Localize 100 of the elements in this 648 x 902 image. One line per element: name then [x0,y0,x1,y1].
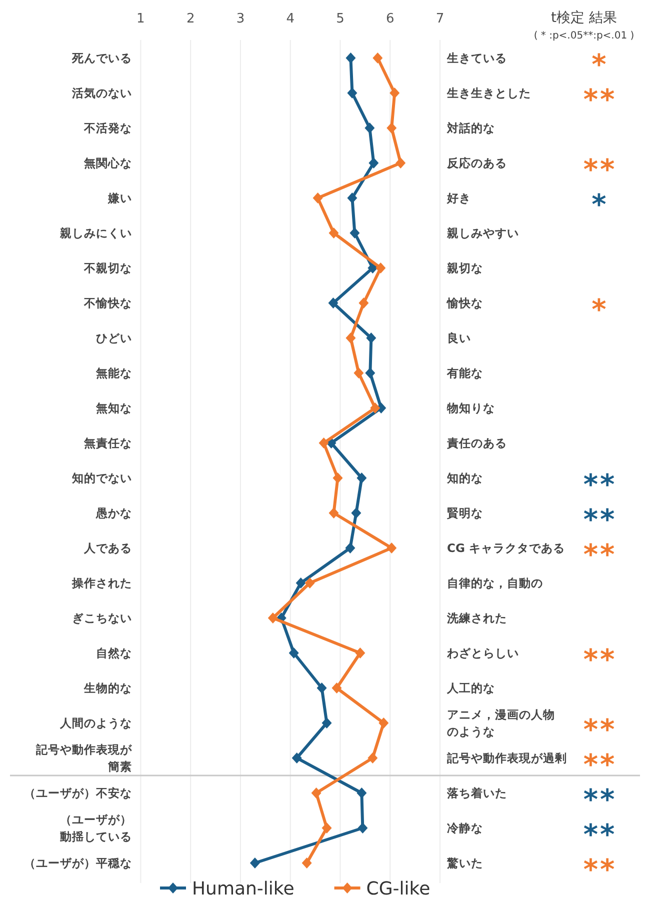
y2-tick-label: 物知りな [446,401,495,416]
point [386,542,397,554]
point [364,122,375,134]
point [288,648,299,658]
point [318,438,329,448]
y-tick-label: （ユーザが）不安な [24,786,132,800]
point [396,158,406,168]
y2-tick-label: 人工的な [446,681,495,696]
y-tick-label: 生物的な [83,681,132,696]
x-tick-label: 3 [236,12,245,27]
point [304,578,315,588]
y2-tick-label: 責任のある [446,436,507,450]
x-tick-label: 5 [336,12,344,27]
y-tick-label: 無知な [95,401,132,416]
y2-tick-label: 対話的な [446,121,495,136]
y-tick-label: 愚かな [95,506,132,520]
text: ** [583,748,617,781]
legend-label: CG-like [366,878,430,900]
y2-tick-label: CG キャラクタである [447,541,565,556]
y-tick-label: 死んでいる [71,51,132,66]
y-tick-label: 不愉快な [83,296,132,310]
y2-tick-label: 落ち着いた [446,786,507,800]
point [328,508,339,518]
point [268,612,278,624]
point [322,822,332,834]
point [358,822,368,834]
point [332,682,342,694]
x-tick-label: 4 [286,12,294,27]
y-tick-label: 無能な [95,366,132,380]
point [296,578,306,588]
y-tick-label: 知的でない [71,471,132,486]
point [292,752,302,764]
y2-tick-label: 愉快な [446,296,483,310]
y2-tick-label: 良い [447,331,471,346]
text: ** [583,642,617,676]
text: ** [583,152,617,186]
y-tick-label: 人である [83,541,132,556]
y-tick-label: 無責任な [83,436,132,450]
point [390,88,400,98]
text: * [592,188,608,221]
point [250,858,260,868]
y-tick-label: 人間のような [59,716,132,730]
point [347,192,358,204]
y-tick-label: ぎこちない [72,611,132,626]
point [366,332,376,344]
point [370,402,380,414]
y2-tick-label: 賢明な [446,506,483,520]
y-tick-label: （ユーザが）平穏な [24,856,132,870]
text: ** [583,538,617,571]
point [311,788,322,798]
text: ** [583,82,617,116]
y-tick-label: 無関心な [83,156,132,170]
point [346,52,356,64]
point [372,52,383,64]
point [322,718,332,728]
y-tick-label: （ユーザが）動揺している [59,812,132,844]
x-tick-label: 6 [386,12,394,27]
point [368,158,379,168]
y2-tick-label: 反応のある [446,156,507,170]
text: ** [583,818,617,851]
point [368,752,378,764]
point [368,262,378,274]
point [351,508,362,518]
y-tick-label: 自然な [96,646,132,660]
text: ( * :p<.05**:p<.01 ) [534,30,634,42]
point [356,788,367,798]
y2-tick-label: 生き生きとした [446,86,531,100]
y-tick-label: 操作された [71,576,132,590]
text: ** [583,712,617,746]
text: ** [583,782,617,816]
y2-tick-label: 洗練された [446,611,507,626]
point [346,332,356,344]
y-tick-label: 記号や動作表現が簡素 [35,742,133,774]
y-tick-label: 嫌い [107,191,132,206]
text: * [592,292,608,326]
y2-tick-label: 冷静な [447,821,483,836]
point [347,88,358,98]
point [312,192,323,204]
point [386,122,397,134]
point [350,228,360,238]
point [345,542,356,554]
point [302,858,312,868]
point [332,472,343,484]
point [358,298,369,308]
y-tick-label: 不活発な [83,121,132,136]
y2-tick-label: 自律的な，自動の [447,576,543,590]
y2-tick-label: 好き [446,191,471,206]
y-tick-label: 不親切な [83,261,132,276]
point [328,298,338,308]
y2-tick-label: 生きている [446,51,507,66]
y2-tick-label: アニメ，漫画の人物のような [447,708,555,739]
point [365,368,376,378]
point [355,648,366,658]
legend-label: Human-like [192,878,294,900]
x-tick-label: 7 [436,12,444,27]
point [376,262,386,274]
text: ** [583,852,617,886]
text: * [592,48,608,81]
point [356,472,367,484]
y2-tick-label: 有能な [446,366,483,380]
